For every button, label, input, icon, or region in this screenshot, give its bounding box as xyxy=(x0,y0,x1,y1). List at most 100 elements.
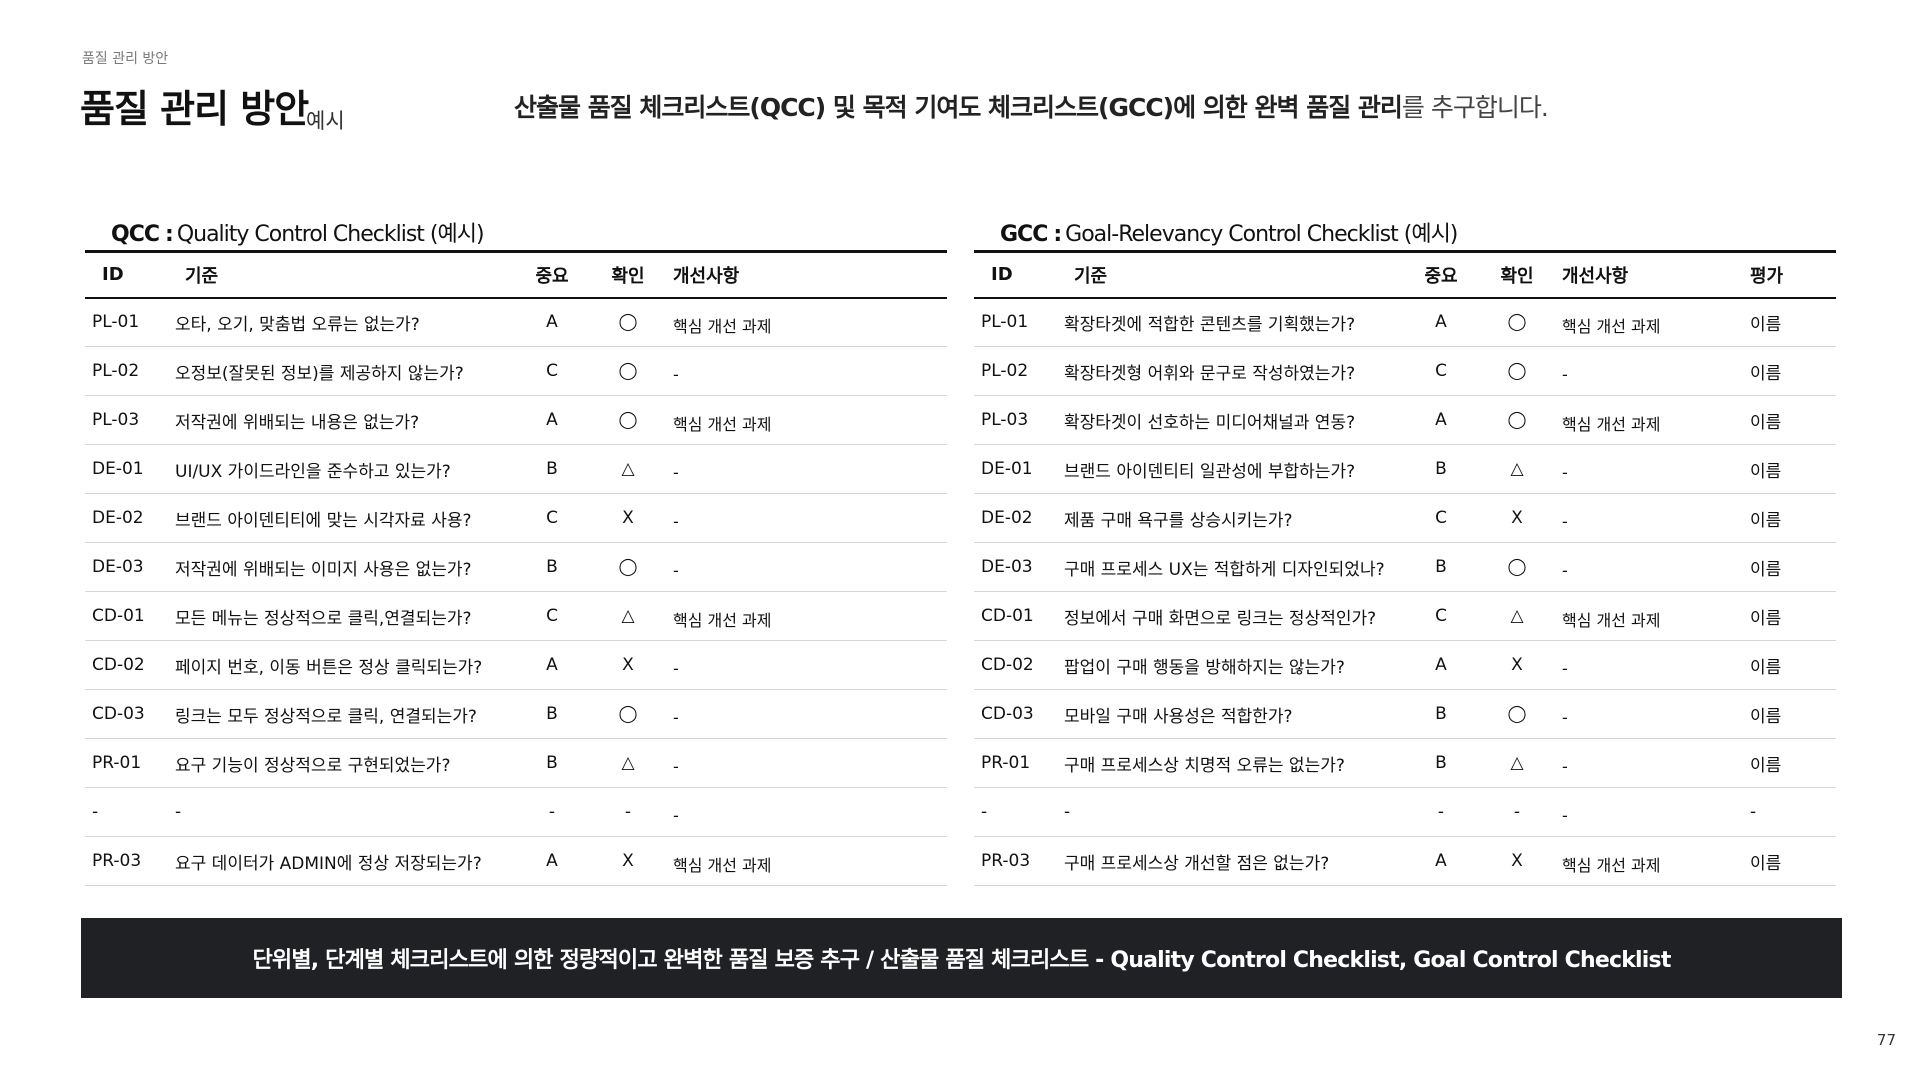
row-id: DE-03 xyxy=(981,557,1033,577)
table-row: DE-02 브랜드 아이덴티티에 맞는 시각자료 사용? C X - xyxy=(85,494,947,543)
row-id: DE-01 xyxy=(92,459,144,479)
table-row: CD-02 페이지 번호, 이동 버튼은 정상 클릭되는가? A X - xyxy=(85,641,947,690)
row-note: - xyxy=(673,511,679,531)
row-criteria: 링크는 모두 정상적으로 클릭, 연결되는가? xyxy=(175,706,477,727)
check-status-mark: △ xyxy=(621,753,635,773)
row-importance: A xyxy=(1435,410,1447,430)
gcc-title-text: Goal-Relevancy Control Checklist (예시) xyxy=(1065,222,1458,247)
row-importance: B xyxy=(546,753,558,773)
row-id: CD-01 xyxy=(92,606,145,626)
row-importance: C xyxy=(1435,606,1447,626)
gcc-panel: GCC : Goal-Relevancy Control Checklist (예… xyxy=(974,216,1836,886)
row-id: PR-01 xyxy=(981,753,1031,773)
table-row: PL-03 저작권에 위배되는 내용은 없는가? A ◯ 핵심 개선 과제 xyxy=(85,396,947,445)
check-status-mark: △ xyxy=(1510,459,1524,479)
check-status-mark: △ xyxy=(621,459,635,479)
headline: 산출물 품질 체크리스트(QCC) 및 목적 기여도 체크리스트(GCC)에 의… xyxy=(514,88,1549,124)
column-header-note: 개선사항 xyxy=(673,265,740,287)
row-criteria: 확장타겟형 어휘와 문구로 작성하였는가? xyxy=(1064,363,1356,384)
row-importance: B xyxy=(546,459,558,479)
row-importance: A xyxy=(546,312,558,333)
row-note: - xyxy=(673,560,679,580)
row-importance: A xyxy=(546,655,558,675)
row-note: - xyxy=(1562,462,1568,482)
check-status-mark: - xyxy=(624,802,632,822)
check-status-mark: ◯ xyxy=(1507,361,1527,381)
check-status-mark: X xyxy=(622,508,634,528)
row-note: - xyxy=(1562,511,1568,531)
row-note: 핵심 개선 과제 xyxy=(1562,317,1661,337)
row-note: 핵심 개선 과제 xyxy=(1562,415,1661,434)
row-check-cell: - xyxy=(1486,788,1548,837)
row-check-cell: △ xyxy=(1486,445,1548,494)
row-importance: B xyxy=(1435,459,1447,479)
row-id: PL-01 xyxy=(92,312,140,333)
row-check-cell: △ xyxy=(597,739,659,788)
row-importance: B xyxy=(1435,704,1447,724)
check-status-mark: ◯ xyxy=(1507,557,1527,577)
row-evaluation: 이름 xyxy=(1750,755,1782,776)
row-importance: - xyxy=(1437,802,1445,822)
check-status-mark: ◯ xyxy=(1507,312,1527,333)
row-criteria: 페이지 번호, 이동 버튼은 정상 클릭되는가? xyxy=(175,657,483,678)
row-importance: C xyxy=(1435,361,1447,381)
row-id: PL-03 xyxy=(981,410,1029,430)
row-note: 핵심 개선 과제 xyxy=(1562,611,1661,630)
check-status-mark: ◯ xyxy=(1507,704,1527,724)
row-evaluation: 이름 xyxy=(1750,853,1782,874)
row-importance: C xyxy=(1435,508,1447,528)
table-row: PR-03 구매 프로세스상 개선할 점은 없는가? A X 핵심 개선 과제 이름 xyxy=(974,837,1836,886)
check-status-mark: X xyxy=(1511,508,1523,528)
column-header-note: 개선사항 xyxy=(1562,265,1629,287)
row-id: PR-03 xyxy=(92,851,142,871)
column-header-evaluation: 평가 xyxy=(1750,265,1784,287)
row-importance: C xyxy=(546,606,558,626)
row-criteria: 모바일 구매 사용성은 적합한가? xyxy=(1064,706,1293,727)
row-id: DE-02 xyxy=(92,508,144,528)
qcc-panel: QCC : Quality Control Checklist (예시) ID 기… xyxy=(85,216,947,886)
row-check-cell: ◯ xyxy=(1486,396,1548,445)
row-importance: B xyxy=(1435,557,1447,577)
row-criteria: 구매 프로세스상 치명적 오류는 없는가? xyxy=(1064,755,1345,776)
row-check-cell: △ xyxy=(597,445,659,494)
row-criteria: 확장타겟에 적합한 콘텐츠를 기획했는가? xyxy=(1064,314,1356,335)
summary-banner: 단위별, 단계별 체크리스트에 의한 정량적이고 완벽한 품질 보증 추구 / … xyxy=(81,918,1842,998)
row-criteria: 요구 기능이 정상적으로 구현되었는가? xyxy=(175,755,451,776)
row-check-cell: X xyxy=(1486,641,1548,690)
row-check-cell: ◯ xyxy=(597,396,659,445)
row-check-cell: △ xyxy=(1486,592,1548,641)
row-importance: A xyxy=(546,410,558,430)
row-note: 핵심 개선 과제 xyxy=(673,415,772,434)
page-subtitle: 예시 xyxy=(306,109,345,133)
table-row: DE-03 구매 프로세스 UX는 적합하게 디자인되었나? B ◯ - 이름 xyxy=(974,543,1836,592)
column-header-importance: 중요 xyxy=(1424,265,1458,287)
column-header-check: 확인 xyxy=(611,265,645,287)
column-header-importance: 중요 xyxy=(535,265,569,287)
row-check-cell: ◯ xyxy=(597,690,659,739)
row-evaluation: 이름 xyxy=(1750,314,1782,335)
row-criteria: - xyxy=(175,802,182,822)
row-evaluation: 이름 xyxy=(1750,412,1782,433)
row-criteria: 저작권에 위배되는 내용은 없는가? xyxy=(175,412,420,433)
summary-banner-text: 단위별, 단계별 체크리스트에 의한 정량적이고 완벽한 품질 보증 추구 / … xyxy=(252,948,1671,973)
table-row: ------ xyxy=(974,788,1836,837)
row-id: - xyxy=(981,802,988,822)
table-row: PR-01 구매 프로세스상 치명적 오류는 없는가? B △ - 이름 xyxy=(974,739,1836,788)
headline-light: 를 추구합니다. xyxy=(1401,93,1549,122)
row-id: CD-01 xyxy=(981,606,1034,626)
row-importance: B xyxy=(1435,753,1447,773)
row-note: - xyxy=(673,756,679,776)
row-importance: A xyxy=(546,851,558,871)
row-importance: B xyxy=(546,557,558,577)
row-id: CD-02 xyxy=(981,655,1034,675)
row-note: - xyxy=(1562,364,1568,384)
qcc-title: QCC : Quality Control Checklist (예시) xyxy=(111,216,947,250)
row-check-cell: X xyxy=(597,641,659,690)
check-status-mark: △ xyxy=(1510,606,1524,626)
row-importance: C xyxy=(546,508,558,528)
row-note: - xyxy=(673,364,679,384)
check-status-mark: X xyxy=(1511,655,1523,675)
headline-strong: 산출물 품질 체크리스트(QCC) 및 목적 기여도 체크리스트(GCC)에 의… xyxy=(514,93,1403,122)
check-status-mark: △ xyxy=(1510,753,1524,773)
table-row: PL-02 확장타겟형 어휘와 문구로 작성하였는가? C ◯ - 이름 xyxy=(974,347,1836,396)
